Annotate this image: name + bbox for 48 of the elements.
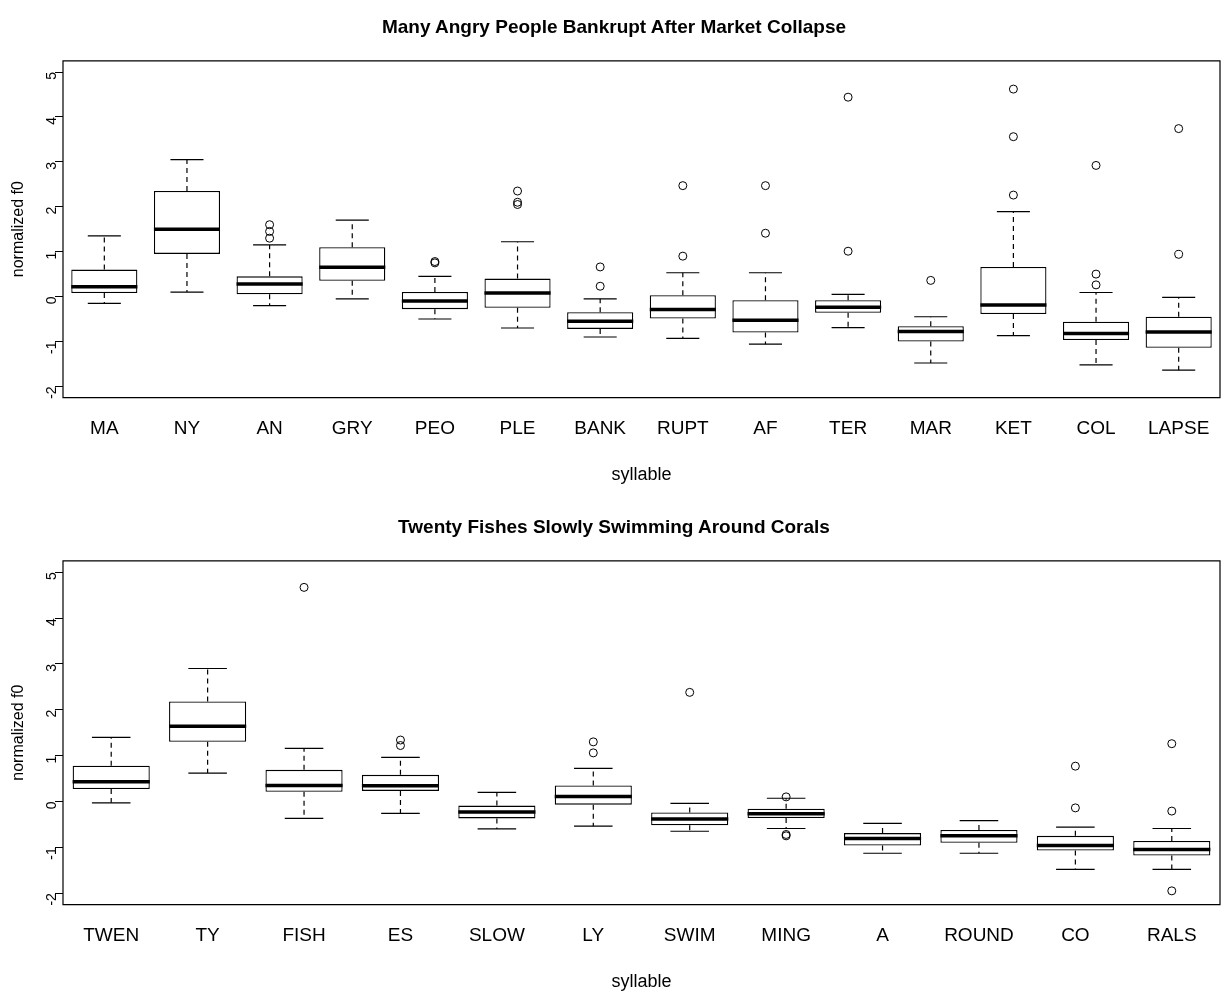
- x-tick-label: MA: [90, 417, 119, 439]
- x-axis-title: syllable: [611, 464, 672, 485]
- x-tick-label: TWEN: [83, 924, 140, 946]
- x-tick-label: RALS: [1146, 924, 1197, 946]
- x-tick-label: MAR: [909, 417, 952, 439]
- y-tick-label: 1: [42, 755, 59, 764]
- x-tick-label: LAPSE: [1148, 417, 1210, 439]
- y-tick-label: -1: [42, 847, 59, 860]
- y-tick-label: 5: [42, 71, 59, 80]
- y-tick-label: 3: [42, 161, 59, 170]
- x-tick-label: BANK: [574, 417, 627, 439]
- x-tick-label: A: [876, 924, 890, 946]
- y-tick-label: 3: [42, 663, 59, 672]
- y-tick-label: -2: [42, 386, 59, 399]
- x-tick-label: SWIM: [663, 924, 716, 946]
- x-tick-label: PLE: [499, 417, 536, 439]
- y-tick-label: 4: [42, 617, 59, 626]
- x-tick-label: AF: [753, 417, 778, 439]
- x-tick-label: ROUND: [944, 924, 1014, 946]
- x-tick-label: RUPT: [656, 417, 710, 439]
- x-axis-title: syllable: [611, 971, 672, 992]
- y-tick-label: 2: [42, 709, 59, 718]
- x-tick-label: FISH: [282, 924, 326, 946]
- x-tick-label: MING: [761, 924, 811, 946]
- y-tick-label: 5: [42, 572, 59, 581]
- x-tick-label: LY: [582, 924, 605, 946]
- chart-title: Twenty Fishes Slowly Swimming Around Corals: [398, 515, 830, 537]
- x-tick-label: GRY: [331, 417, 373, 439]
- x-tick-label: TER: [829, 417, 868, 439]
- x-tick-label: SLOW: [468, 924, 525, 946]
- y-tick-label: 0: [42, 296, 59, 305]
- y-tick-label: 0: [42, 801, 59, 810]
- y-axis-title: normalized f0: [9, 684, 27, 781]
- x-tick-label: AN: [256, 417, 283, 439]
- x-tick-label: ES: [387, 924, 414, 946]
- y-tick-label: -1: [42, 341, 59, 354]
- x-tick-label: CO: [1061, 924, 1090, 946]
- x-tick-label: NY: [173, 417, 201, 439]
- y-tick-label: -2: [42, 892, 59, 906]
- x-tick-label: COL: [1076, 417, 1116, 439]
- x-tick-label: PEO: [414, 417, 455, 439]
- x-tick-label: KET: [994, 417, 1033, 439]
- chart-title: Many Angry People Bankrupt After Market Collapse: [381, 15, 847, 37]
- y-tick-label: 1: [42, 251, 59, 260]
- y-tick-label: 2: [42, 206, 59, 215]
- x-tick-label: TY: [195, 924, 221, 946]
- y-tick-label: 4: [42, 116, 59, 125]
- y-axis-title: normalized f0: [9, 181, 27, 278]
